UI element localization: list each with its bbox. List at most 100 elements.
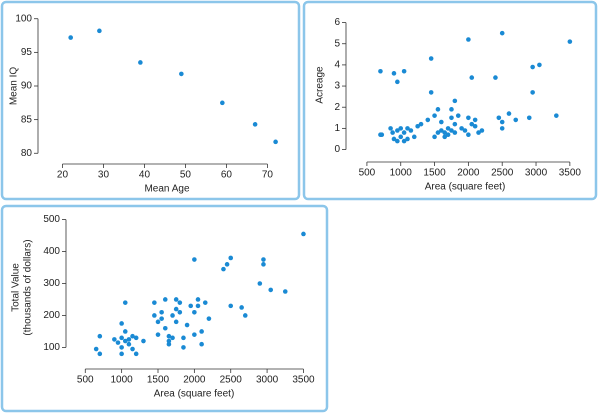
point — [177, 309, 183, 315]
point — [122, 300, 128, 305]
point — [173, 306, 179, 312]
point — [432, 134, 437, 140]
point — [166, 338, 172, 344]
point — [181, 345, 186, 350]
point — [401, 68, 407, 74]
point — [530, 90, 535, 95]
point — [476, 130, 481, 135]
point — [452, 130, 458, 135]
y-tick-label: 200 — [43, 310, 60, 321]
point — [228, 303, 234, 309]
x-tick-label: 40 — [139, 170, 151, 181]
point — [199, 329, 204, 334]
point — [119, 335, 124, 341]
point — [513, 117, 519, 123]
point — [261, 257, 266, 262]
point — [155, 319, 161, 325]
point — [442, 130, 448, 135]
point — [162, 325, 168, 331]
point — [466, 132, 471, 138]
point — [192, 332, 197, 337]
point — [395, 128, 400, 133]
x-tick-label: 500 — [77, 375, 94, 386]
point — [97, 351, 103, 357]
point — [459, 126, 464, 131]
point — [173, 297, 179, 302]
x-tick-label: 3000 — [525, 168, 548, 179]
point — [112, 337, 117, 342]
point — [159, 316, 164, 321]
point — [472, 117, 478, 123]
point — [119, 345, 124, 350]
x-tick-label: 20 — [57, 170, 69, 181]
point — [273, 139, 278, 145]
y-tick-label: 95 — [21, 47, 33, 58]
point — [199, 341, 204, 347]
x-tick-label: 2500 — [491, 168, 514, 179]
point — [184, 322, 190, 328]
point — [126, 341, 132, 347]
point — [439, 128, 444, 133]
point — [537, 62, 542, 68]
point — [496, 115, 502, 121]
point — [224, 262, 230, 267]
y-tick-label: 90 — [21, 81, 33, 92]
point — [401, 138, 407, 144]
point — [97, 28, 102, 34]
point — [526, 115, 532, 121]
y-tick-label: 6 — [334, 17, 340, 28]
point — [68, 35, 73, 40]
point — [177, 300, 183, 305]
point — [449, 128, 454, 133]
point — [138, 60, 143, 65]
x-tick-label: 2500 — [220, 375, 243, 386]
x-tick-label: 1500 — [147, 375, 170, 386]
point — [261, 262, 266, 267]
point — [188, 303, 194, 309]
point — [181, 335, 186, 341]
y-tick-label: 3 — [334, 81, 340, 92]
y-tick-label: 100 — [43, 342, 60, 353]
point — [166, 333, 172, 339]
point — [499, 30, 505, 36]
point — [398, 126, 404, 131]
y-tick-label: 500 — [43, 214, 60, 225]
y-tick-label: 80 — [21, 148, 33, 159]
point — [439, 119, 444, 125]
point — [405, 126, 410, 131]
point — [195, 297, 201, 302]
point — [228, 255, 234, 261]
y-tick-label: 0 — [334, 144, 340, 155]
point — [395, 79, 400, 85]
point — [398, 134, 404, 140]
point — [268, 287, 274, 293]
point — [432, 113, 437, 118]
y-tick-label: 300 — [43, 278, 60, 289]
point — [466, 115, 471, 121]
x-axis-label: Area (square feet) — [425, 182, 506, 193]
x-tick-label: 2000 — [457, 168, 480, 179]
point — [133, 351, 139, 357]
x-tick-label: 3000 — [256, 375, 279, 386]
point — [170, 313, 175, 318]
point — [282, 289, 288, 294]
x-tick-label: 2000 — [183, 375, 206, 386]
point — [130, 346, 135, 352]
x-tick-label: 1000 — [111, 375, 134, 386]
point — [119, 351, 124, 357]
point — [391, 71, 397, 76]
x-tick-label: 500 — [359, 168, 376, 179]
x-axis-label: Area (square feet) — [154, 389, 235, 400]
point — [152, 300, 157, 305]
point — [554, 113, 559, 118]
panel — [0, 0, 301, 201]
point — [452, 121, 458, 127]
y-tick-label: 2 — [334, 102, 340, 113]
x-tick-label: 50 — [180, 170, 192, 181]
point — [152, 313, 157, 318]
point — [166, 341, 172, 347]
point — [179, 71, 184, 77]
point — [472, 123, 478, 129]
point — [411, 134, 417, 140]
y-axis-label: Acreage — [315, 66, 326, 104]
